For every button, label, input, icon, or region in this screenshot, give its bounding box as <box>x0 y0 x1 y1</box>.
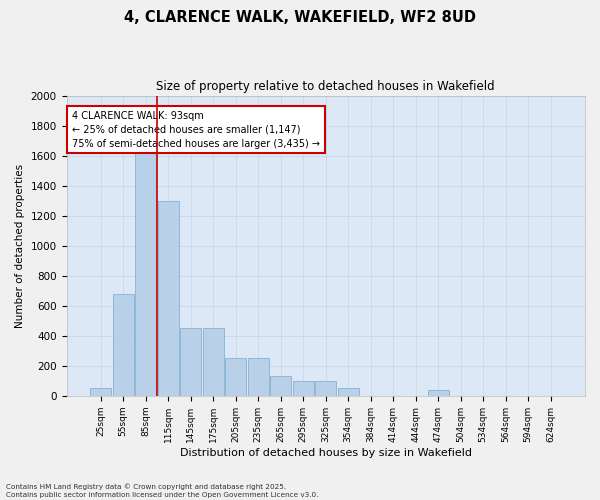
Text: Contains HM Land Registry data © Crown copyright and database right 2025.
Contai: Contains HM Land Registry data © Crown c… <box>6 484 319 498</box>
Bar <box>90 388 112 396</box>
Bar <box>270 376 292 396</box>
Text: 4 CLARENCE WALK: 93sqm
← 25% of detached houses are smaller (1,147)
75% of semi-: 4 CLARENCE WALK: 93sqm ← 25% of detached… <box>72 110 320 148</box>
Bar <box>315 381 337 396</box>
Bar <box>158 200 179 396</box>
Bar <box>180 328 202 396</box>
Bar <box>203 328 224 396</box>
Title: Size of property relative to detached houses in Wakefield: Size of property relative to detached ho… <box>157 80 495 93</box>
Bar <box>225 358 247 396</box>
Bar <box>338 388 359 396</box>
Bar <box>293 381 314 396</box>
Bar <box>428 390 449 396</box>
Bar <box>135 148 157 396</box>
Bar <box>248 358 269 396</box>
Text: 4, CLARENCE WALK, WAKEFIELD, WF2 8UD: 4, CLARENCE WALK, WAKEFIELD, WF2 8UD <box>124 10 476 25</box>
Y-axis label: Number of detached properties: Number of detached properties <box>15 164 25 328</box>
X-axis label: Distribution of detached houses by size in Wakefield: Distribution of detached houses by size … <box>180 448 472 458</box>
Bar <box>113 294 134 396</box>
